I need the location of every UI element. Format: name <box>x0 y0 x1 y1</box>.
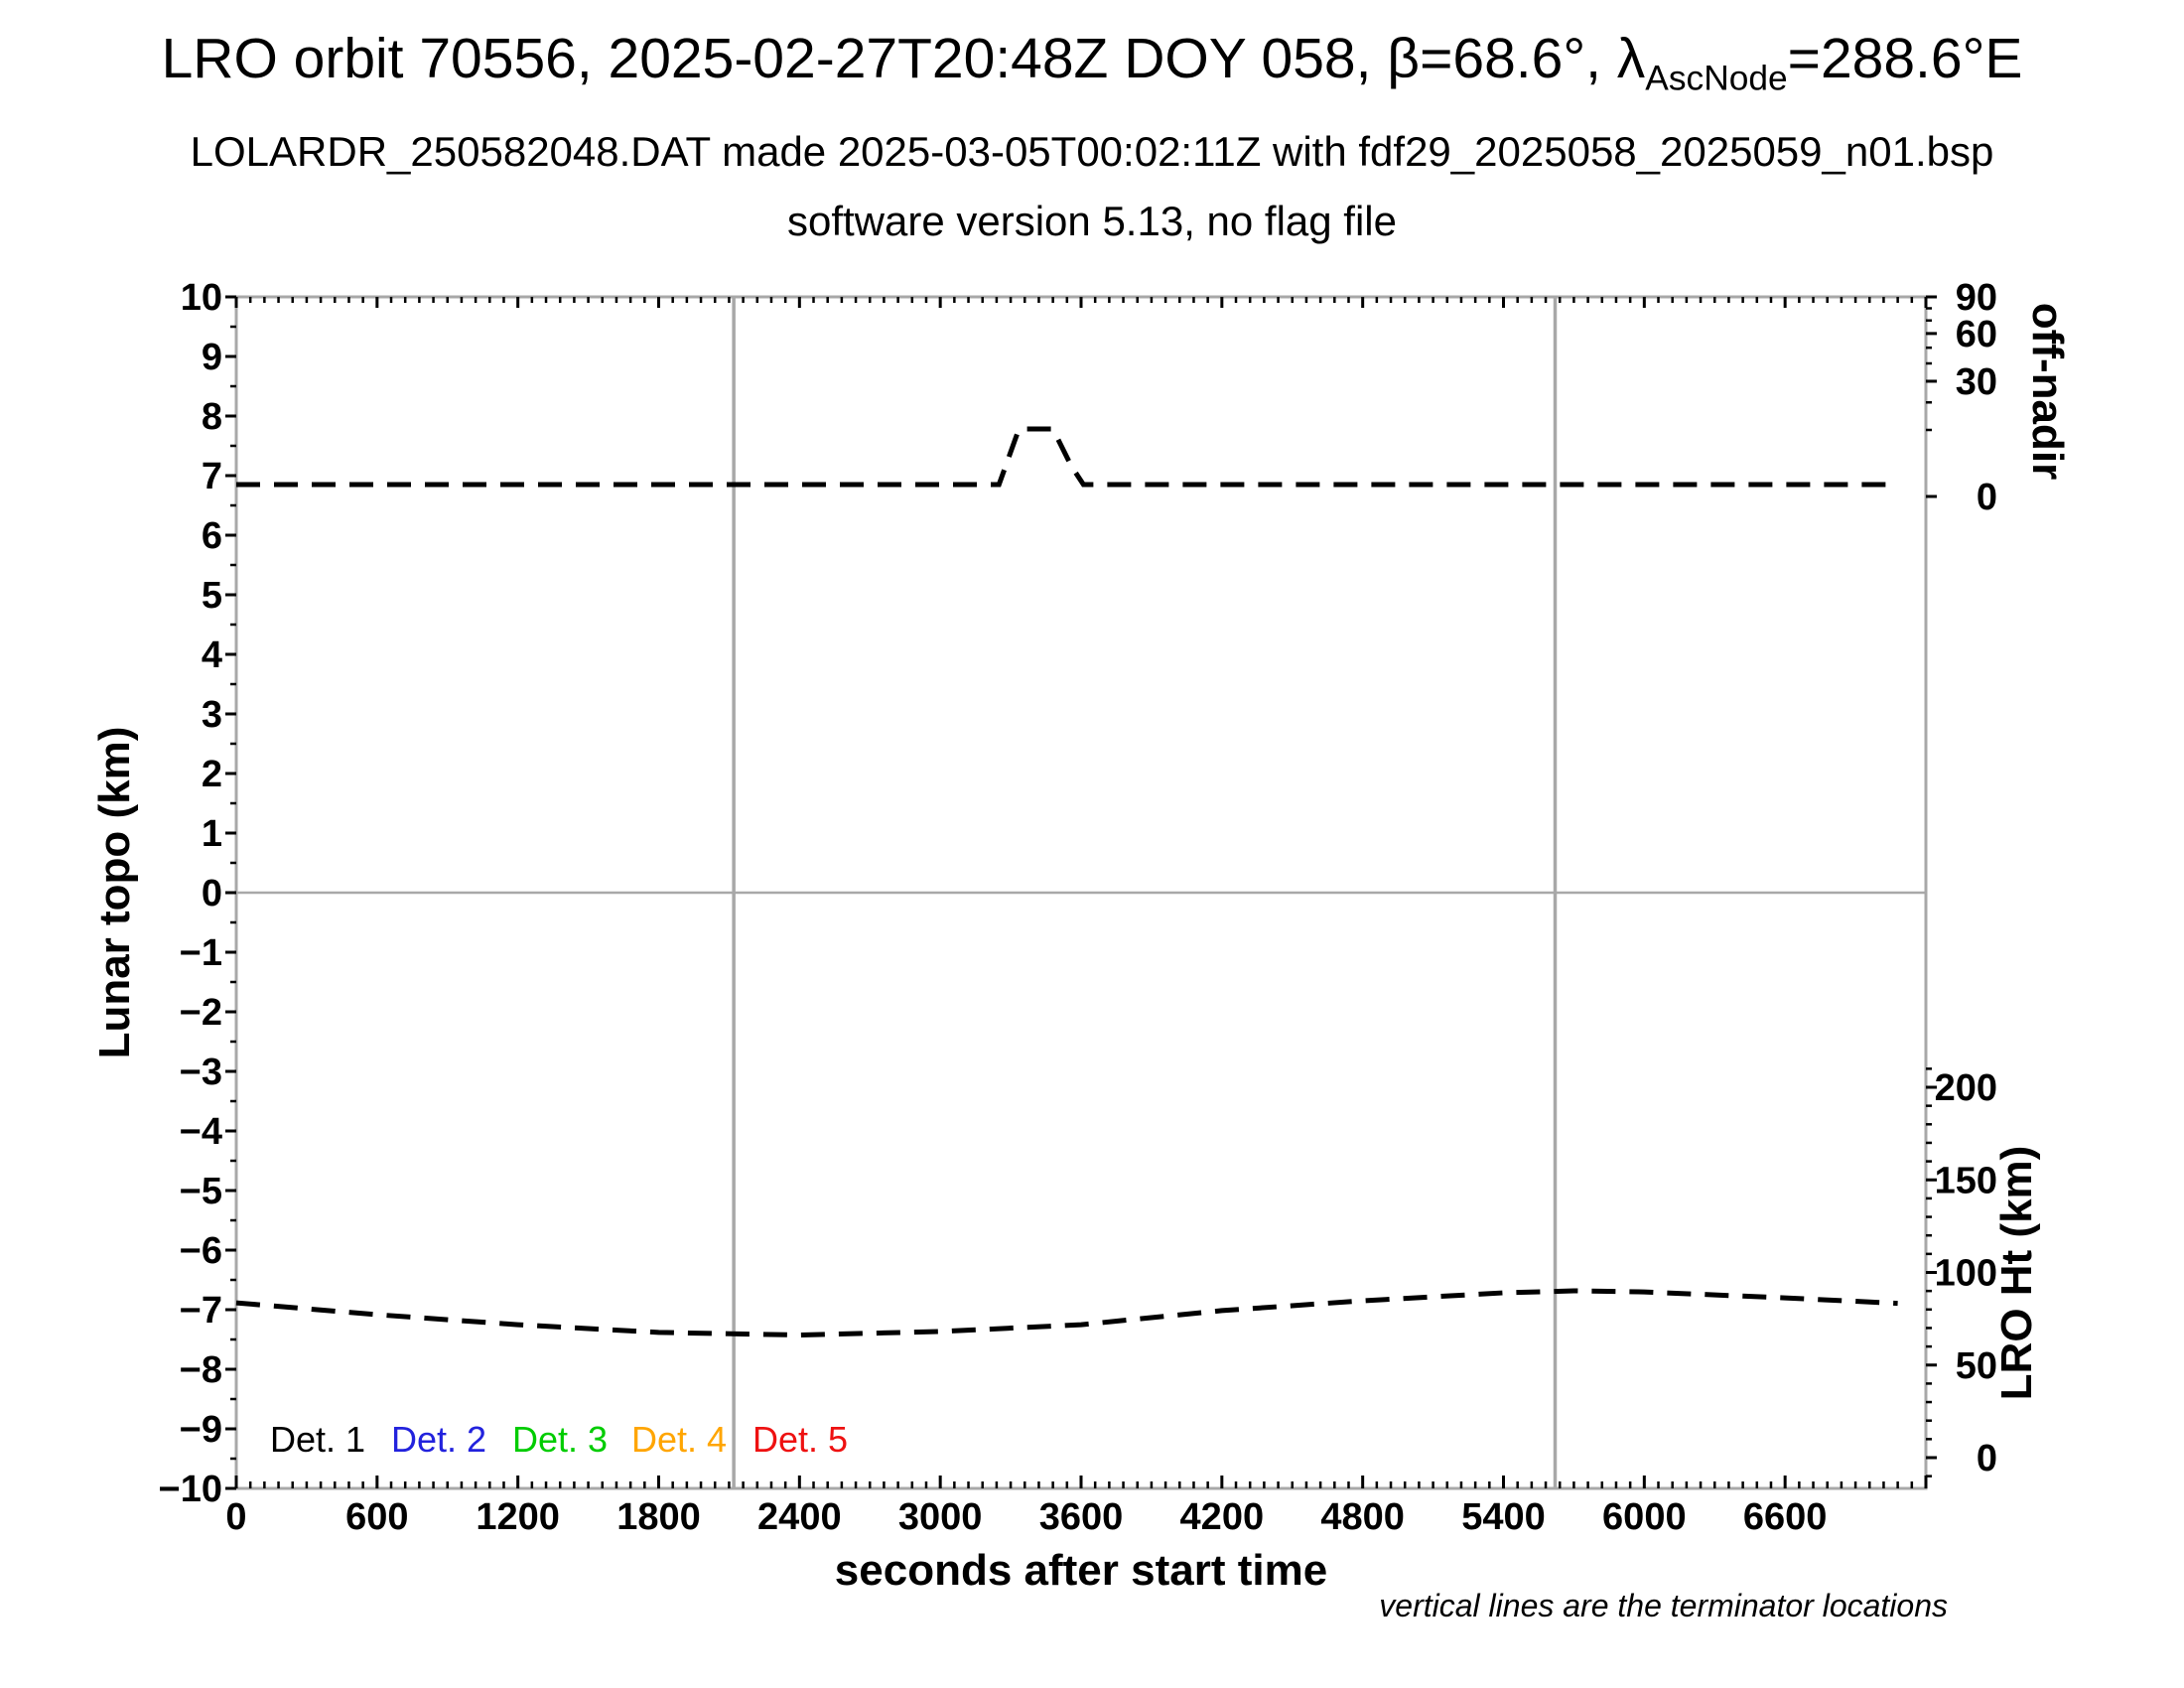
x-tick-label: 1200 <box>476 1496 560 1538</box>
left-axis-title: Lunar topo (km) <box>90 727 139 1059</box>
y-left-tick-label: 0 <box>202 873 222 914</box>
y-left-tick-label: 9 <box>202 337 222 378</box>
x-tick-label: 3000 <box>898 1496 983 1538</box>
y-left-tick-label: 7 <box>202 456 222 497</box>
subtitle-version-line: software version 5.13, no flag file <box>786 198 1397 245</box>
y-left-tick-label: −3 <box>180 1052 222 1093</box>
title-main: LRO orbit 70556, 2025-02-27T20:48Z DOY 0… <box>161 27 1646 90</box>
y-left-tick-label: 4 <box>202 634 222 676</box>
off-nadir-tick-label: 90 <box>1956 277 1997 319</box>
right-bottom-axis-title: LRO Ht (km) <box>1992 1146 2041 1401</box>
title-subscript: AscNode <box>1645 59 1788 98</box>
legend-det-2: Det. 2 <box>391 1419 486 1460</box>
y-left-tick-label: 5 <box>202 575 222 617</box>
page-title: LRO orbit 70556, 2025-02-27T20:48Z DOY 0… <box>0 26 2184 98</box>
x-tick-label: 6000 <box>1602 1496 1687 1538</box>
lro-height-curve <box>235 1288 1898 1338</box>
lro-ht-tick-label: 100 <box>1935 1253 1997 1295</box>
lro-ht-tick-label: 0 <box>1977 1438 1997 1479</box>
y-left-tick-label: −6 <box>180 1230 222 1272</box>
x-tick-label: 1800 <box>616 1496 701 1538</box>
off-nadir-curve <box>236 426 1898 488</box>
terminator-footnote: vertical lines are the terminator locati… <box>1379 1588 1948 1623</box>
lro-ht-tick-label: 200 <box>1935 1067 1997 1109</box>
y-left-tick-label: −2 <box>180 992 222 1034</box>
y-left-tick-label: −7 <box>180 1290 222 1332</box>
y-left-tick-label: 3 <box>202 694 222 736</box>
x-tick-label: 4200 <box>1180 1496 1265 1538</box>
y-left-tick-label: −4 <box>180 1111 222 1153</box>
y-left-tick-label: 2 <box>202 754 222 795</box>
off-nadir-tick-label: 0 <box>1977 477 1997 518</box>
y-left-tick-label: −9 <box>180 1409 222 1451</box>
off-nadir-tick-label: 30 <box>1956 361 1997 403</box>
x-tick-label: 5400 <box>1461 1496 1546 1538</box>
title-block: LRO orbit 70556, 2025-02-27T20:48Z DOY 0… <box>0 0 2184 245</box>
subtitle-file-line: LOLARDR_250582048.DAT made 2025-03-05T00… <box>190 128 1994 176</box>
x-tick-label: 4800 <box>1320 1496 1405 1538</box>
title-suffix: =288.6°E <box>1787 27 2023 90</box>
y-left-tick-label: 6 <box>202 515 222 557</box>
y-left-tick-label: 10 <box>181 277 222 319</box>
x-axis-title: seconds after start time <box>835 1546 1327 1595</box>
x-tick-label: 600 <box>345 1496 408 1538</box>
y-left-tick-label: −1 <box>180 932 222 974</box>
legend-det-1: Det. 1 <box>270 1419 365 1460</box>
x-tick-label: 2400 <box>757 1496 842 1538</box>
lro-ht-tick-label: 50 <box>1956 1345 1997 1387</box>
y-left-tick-label: −10 <box>159 1469 222 1510</box>
x-tick-label: 3600 <box>1039 1496 1124 1538</box>
generated-plot-layer: 0 600 1200 1800 2400 3000 3600 4200 4800 5400 6000… <box>159 277 1997 1538</box>
x-tick-label: 0 <box>225 1496 246 1538</box>
y-left-tick-label: −5 <box>180 1171 222 1212</box>
legend-det-3: Det. 3 <box>512 1419 608 1460</box>
y-left-tick-label: 1 <box>202 813 222 855</box>
x-tick-label: 6600 <box>1743 1496 1828 1538</box>
lro-ht-tick-label: 150 <box>1935 1160 1997 1201</box>
legend-det-4: Det. 4 <box>631 1419 727 1460</box>
y-left-tick-label: −8 <box>180 1349 222 1391</box>
y-left-tick-label: 8 <box>202 396 222 438</box>
legend-det-5: Det. 5 <box>752 1419 848 1460</box>
right-top-axis-title: off-nadir <box>2023 303 2072 480</box>
off-nadir-tick-label: 60 <box>1956 314 1997 355</box>
